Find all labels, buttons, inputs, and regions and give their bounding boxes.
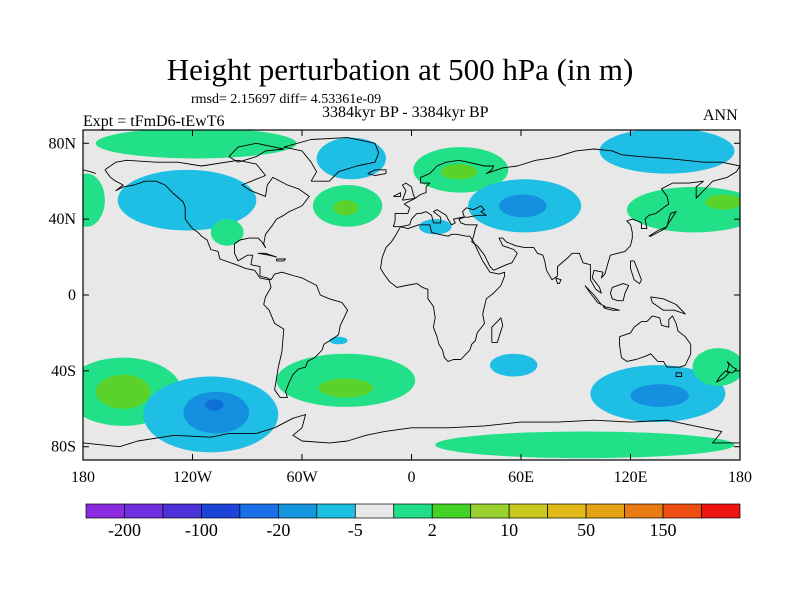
coastline <box>257 252 277 258</box>
coastline <box>630 260 642 285</box>
y-tick-label: 40N <box>48 211 76 228</box>
colorbar-label: -5 <box>348 520 363 540</box>
colorbar-swatch <box>239 503 279 519</box>
coastline <box>83 414 740 448</box>
y-tick-label: 0 <box>68 287 76 304</box>
anomaly-region-neg1 <box>316 137 386 180</box>
colorbar-label: 50 <box>577 520 595 540</box>
anomaly-region-pos1 <box>435 431 735 459</box>
y-tick-label: 80N <box>48 135 76 152</box>
colorbar-label: 2 <box>428 520 437 540</box>
coastline <box>650 296 686 315</box>
colorbar-label: -20 <box>266 520 290 540</box>
coastline <box>648 211 677 237</box>
coastlines <box>83 137 740 448</box>
y-axis: 80N 40N 0 40S 80S <box>48 135 740 456</box>
coastline <box>602 305 620 311</box>
coastline <box>367 169 387 176</box>
chart-title: Height perturbation at 500 hPa (in m) <box>166 52 634 87</box>
colorbar-swatch <box>316 503 356 519</box>
coastline <box>619 315 692 368</box>
x-tick-label: 180 <box>728 469 752 486</box>
coastline <box>83 169 96 175</box>
colorbar-swatch <box>393 503 433 519</box>
colorbar-swatch <box>547 503 587 519</box>
colorbar-label: -200 <box>108 520 141 540</box>
anomaly-region-neg2 <box>630 384 689 407</box>
season-label: ANN <box>703 107 738 124</box>
anomaly-region-pos2 <box>440 164 478 180</box>
anomaly-region-neg1 <box>489 353 538 377</box>
x-tick-label: 120E <box>614 469 648 486</box>
colorbar <box>85 503 741 519</box>
coastline <box>555 277 562 285</box>
x-tick-label: 60W <box>286 469 318 486</box>
anomaly-region-neg2 <box>183 391 250 434</box>
coastline <box>380 224 506 362</box>
colorbar-labels: -200 -100 -20 -5 2 10 50 150 <box>108 520 677 540</box>
period-label: 3384kyr BP - 3384kyr BP <box>322 104 489 121</box>
colorbar-swatch <box>624 503 664 519</box>
coastline <box>276 258 287 262</box>
coastline <box>491 317 504 343</box>
colorbar-swatch <box>508 503 548 519</box>
coastline <box>393 165 740 294</box>
colorbar-label: 150 <box>650 520 677 540</box>
coastline <box>609 283 630 302</box>
colorbar-swatch <box>701 503 741 519</box>
anomaly-region-pos2 <box>705 194 740 210</box>
anomaly-region-pos1 <box>210 219 244 246</box>
anomaly-fields <box>83 130 740 459</box>
colorbar-swatch <box>124 503 164 519</box>
colorbar-swatch <box>431 503 472 519</box>
anomaly-region-neg1 <box>329 336 348 345</box>
anomaly-region-neg2 <box>499 194 547 218</box>
anomaly-region-pos2 <box>318 378 374 398</box>
anomaly-region-neg1 <box>117 169 257 231</box>
x-tick-label: 180 <box>71 469 95 486</box>
anomaly-region-pos1 <box>83 173 105 227</box>
coastline <box>401 182 416 201</box>
x-tick-label: 0 <box>408 469 416 486</box>
x-tick-label: 120W <box>173 469 213 486</box>
colorbar-swatch <box>662 503 702 519</box>
colorbar-swatch <box>162 503 202 519</box>
colorbar-label: -100 <box>185 520 218 540</box>
coastline <box>283 137 380 182</box>
coastline <box>726 361 737 374</box>
coastline <box>228 142 285 163</box>
y-tick-label: 40S <box>51 363 76 380</box>
colorbar-swatch <box>201 503 241 519</box>
anomaly-region-neg1 <box>599 130 735 174</box>
coastline <box>104 159 349 398</box>
y-tick-label: 80S <box>51 439 76 456</box>
colorbar-swatch <box>354 503 395 519</box>
colorbar-swatch <box>585 503 625 519</box>
x-axis: 180 120W 60W 0 60E 120E 180 <box>71 130 752 486</box>
colorbar-swatch <box>470 503 510 519</box>
anomaly-region-pos1 <box>626 186 740 233</box>
experiment-label: Expt = tFmD6-tEwT6 <box>83 113 225 130</box>
colorbar-swatch <box>85 503 125 519</box>
stats-text: rmsd= 2.15697 diff= 4.53361e-09 <box>191 92 382 107</box>
colorbar-swatch <box>278 503 318 519</box>
anomaly-region-pos2 <box>95 374 151 409</box>
anomaly-region-pos1 <box>692 348 740 387</box>
anomaly-region-pos1 <box>95 130 297 159</box>
anomaly-region-neg3 <box>205 399 224 411</box>
coastline <box>675 372 683 378</box>
coastline <box>715 370 730 383</box>
coastline <box>393 192 402 197</box>
colorbar-label: 10 <box>500 520 518 540</box>
anomaly-region-neg1 <box>418 219 452 235</box>
x-tick-label: 60E <box>508 469 534 486</box>
anomaly-region-pos2 <box>333 200 359 216</box>
